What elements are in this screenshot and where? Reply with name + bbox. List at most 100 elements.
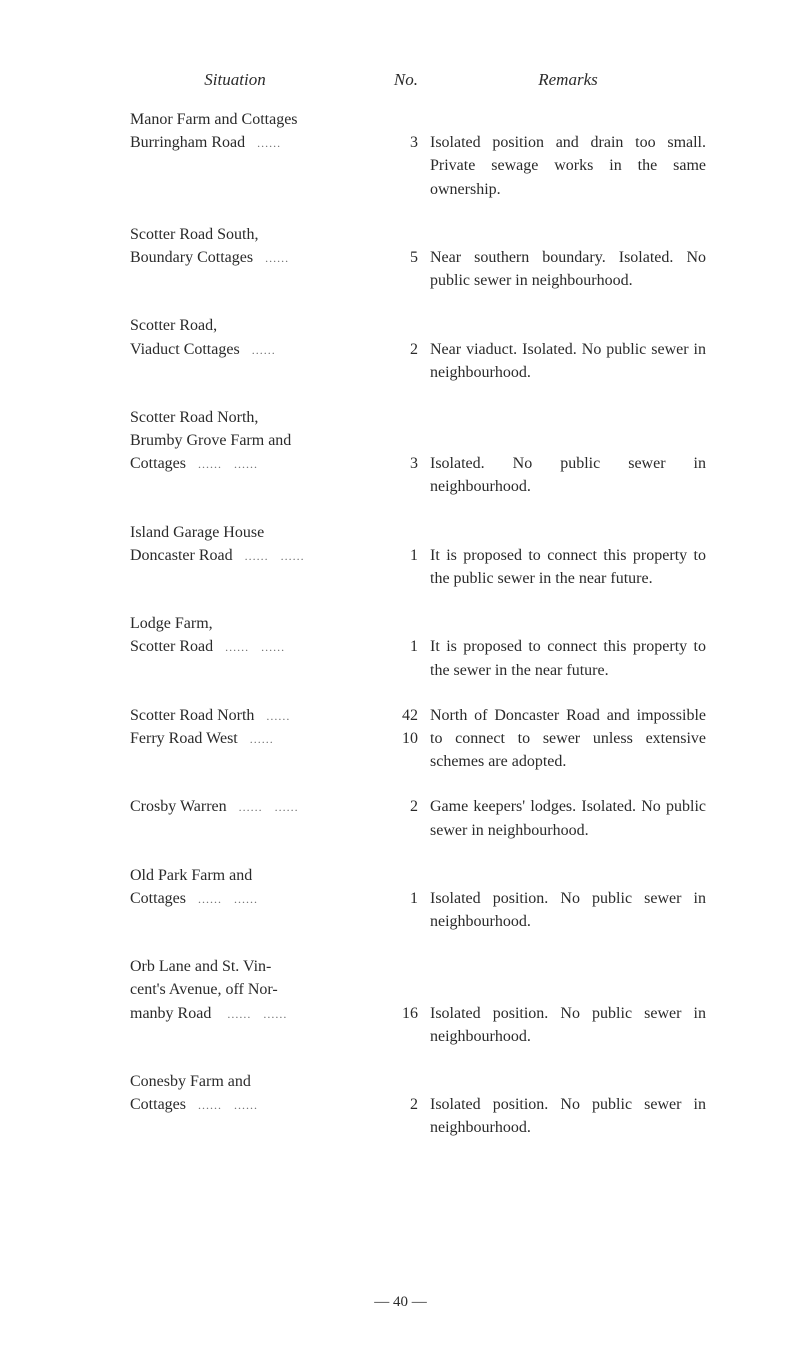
table-row: Crosby Warren ...... ......2 Game keepers… — [130, 795, 706, 841]
remarks-cell: North of Doncaster Road and impossible t… — [430, 704, 706, 774]
table-row: Island Garage HouseDoncaster Road ......… — [130, 521, 706, 591]
remarks-text: Near southern boundary. Isolated. No pub… — [430, 246, 706, 292]
table-row: Orb Lane and St. Vin-cent's Avenue, off … — [130, 955, 706, 1048]
no-value: 10 — [380, 727, 418, 750]
no-value: 1 — [380, 635, 418, 658]
no-value: 2 — [380, 1093, 418, 1116]
no-cell: 3 — [380, 108, 430, 201]
remarks-cell: It is proposed to connect this property … — [430, 521, 706, 591]
situation-cell: Scotter Road,Viaduct Cottages ...... — [130, 314, 380, 384]
spacer — [430, 429, 706, 452]
spacer — [380, 108, 418, 131]
no-value: 2 — [380, 795, 418, 818]
no-cell: 4210 — [380, 704, 430, 774]
remarks-text: It is proposed to connect this property … — [430, 544, 706, 590]
situation-line: Scotter Road South, — [130, 223, 380, 246]
spacer — [430, 864, 706, 887]
table-row: Scotter Road North ......Ferry Road West… — [130, 704, 706, 774]
situation-line: Boundary Cottages ...... — [130, 246, 380, 269]
situation-line: Scotter Road ...... ...... — [130, 635, 380, 658]
no-cell: 1 — [380, 864, 430, 934]
page-number: — 40 — — [0, 1294, 801, 1311]
situation-line: Burringham Road ...... — [130, 131, 380, 154]
remarks-cell: Game keepers' lodges. Isolated. No publi… — [430, 795, 706, 841]
table-row: Old Park Farm andCottages ...... ...... … — [130, 864, 706, 934]
spacer — [380, 521, 418, 544]
table-row: Manor Farm and CottagesBurringham Road .… — [130, 108, 706, 201]
spacer — [380, 1070, 418, 1093]
situation-line: Crosby Warren ...... ...... — [130, 795, 380, 818]
situation-line: Cottages ...... ...... — [130, 1093, 380, 1116]
no-cell: 2 — [380, 1070, 430, 1140]
no-cell: 2 — [380, 314, 430, 384]
situation-line: Cottages ...... ...... — [130, 452, 380, 475]
spacer — [430, 612, 706, 635]
situation-line: Manor Farm and Cottages — [130, 108, 380, 131]
no-value: 3 — [380, 452, 418, 475]
spacer — [380, 955, 418, 978]
table-row: Scotter Road,Viaduct Cottages ...... 2 N… — [130, 314, 706, 384]
spacer — [430, 223, 706, 246]
no-value: 2 — [380, 338, 418, 361]
remarks-text: Isolated position. No public sewer in ne… — [430, 887, 706, 933]
remarks-text: Game keepers' lodges. Isolated. No publi… — [430, 795, 706, 841]
situation-cell: Orb Lane and St. Vin-cent's Avenue, off … — [130, 955, 380, 1048]
spacer — [380, 978, 418, 1001]
situation-cell: Scotter Road North,Brumby Grove Farm and… — [130, 406, 380, 499]
situation-cell: Conesby Farm andCottages ...... ...... — [130, 1070, 380, 1140]
remarks-text: Isolated. No public sewer in neighbourho… — [430, 452, 706, 498]
situation-line: Island Garage House — [130, 521, 380, 544]
no-value: 16 — [380, 1002, 418, 1025]
remarks-text: North of Doncaster Road and impossible t… — [430, 704, 706, 774]
table-header-row: Situation No. Remarks — [130, 70, 706, 90]
spacer — [430, 108, 706, 131]
situation-cell: Old Park Farm andCottages ...... ...... — [130, 864, 380, 934]
remarks-cell: Isolated. No public sewer in neighbourho… — [430, 406, 706, 499]
spacer — [380, 223, 418, 246]
situation-cell: Lodge Farm,Scotter Road ...... ...... — [130, 612, 380, 682]
no-cell: 1 — [380, 612, 430, 682]
header-situation: Situation — [130, 70, 380, 90]
remarks-cell: Isolated position and drain too small. P… — [430, 108, 706, 201]
remarks-cell: Isolated position. No public sewer in ne… — [430, 1070, 706, 1140]
situation-line: Scotter Road North ...... — [130, 704, 380, 727]
situation-line: Orb Lane and St. Vin- — [130, 955, 380, 978]
spacer — [380, 612, 418, 635]
table-row: Scotter Road South,Boundary Cottages ...… — [130, 223, 706, 293]
situation-line: Cottages ...... ...... — [130, 887, 380, 910]
remarks-text: Isolated position. No public sewer in ne… — [430, 1093, 706, 1139]
table-row: Lodge Farm,Scotter Road ...... ...... 1 … — [130, 612, 706, 682]
no-cell: 1 — [380, 521, 430, 591]
situation-line: Viaduct Cottages ...... — [130, 338, 380, 361]
no-value: 5 — [380, 246, 418, 269]
situation-cell: Manor Farm and CottagesBurringham Road .… — [130, 108, 380, 201]
no-value: 3 — [380, 131, 418, 154]
situation-line: Scotter Road, — [130, 314, 380, 337]
remarks-text: Isolated position. No public sewer in ne… — [430, 1002, 706, 1048]
spacer — [430, 955, 706, 978]
situation-line: Doncaster Road ...... ...... — [130, 544, 380, 567]
situation-line: Ferry Road West ...... — [130, 727, 380, 750]
spacer — [380, 314, 418, 337]
remarks-text: Near viaduct. Isolated. No public sewer … — [430, 338, 706, 384]
remarks-cell: Near southern boundary. Isolated. No pub… — [430, 223, 706, 293]
header-remarks: Remarks — [430, 70, 706, 90]
situation-cell: Crosby Warren ...... ...... — [130, 795, 380, 841]
spacer — [430, 406, 706, 429]
situation-line: manby Road ...... ...... — [130, 1002, 380, 1025]
remarks-cell: Isolated position. No public sewer in ne… — [430, 864, 706, 934]
no-value: 42 — [380, 704, 418, 727]
entries-container: Manor Farm and CottagesBurringham Road .… — [130, 108, 706, 1140]
spacer — [430, 978, 706, 1001]
spacer — [430, 1070, 706, 1093]
remarks-cell: Near viaduct. Isolated. No public sewer … — [430, 314, 706, 384]
situation-cell: Scotter Road North ......Ferry Road West… — [130, 704, 380, 774]
remarks-text: Isolated position and drain too small. P… — [430, 131, 706, 201]
spacer — [380, 406, 418, 429]
no-cell: 16 — [380, 955, 430, 1048]
no-value: 1 — [380, 544, 418, 567]
remarks-cell: Isolated position. No public sewer in ne… — [430, 955, 706, 1048]
situation-line: Scotter Road North, — [130, 406, 380, 429]
table-row: Scotter Road North,Brumby Grove Farm and… — [130, 406, 706, 499]
situation-line: cent's Avenue, off Nor- — [130, 978, 380, 1001]
